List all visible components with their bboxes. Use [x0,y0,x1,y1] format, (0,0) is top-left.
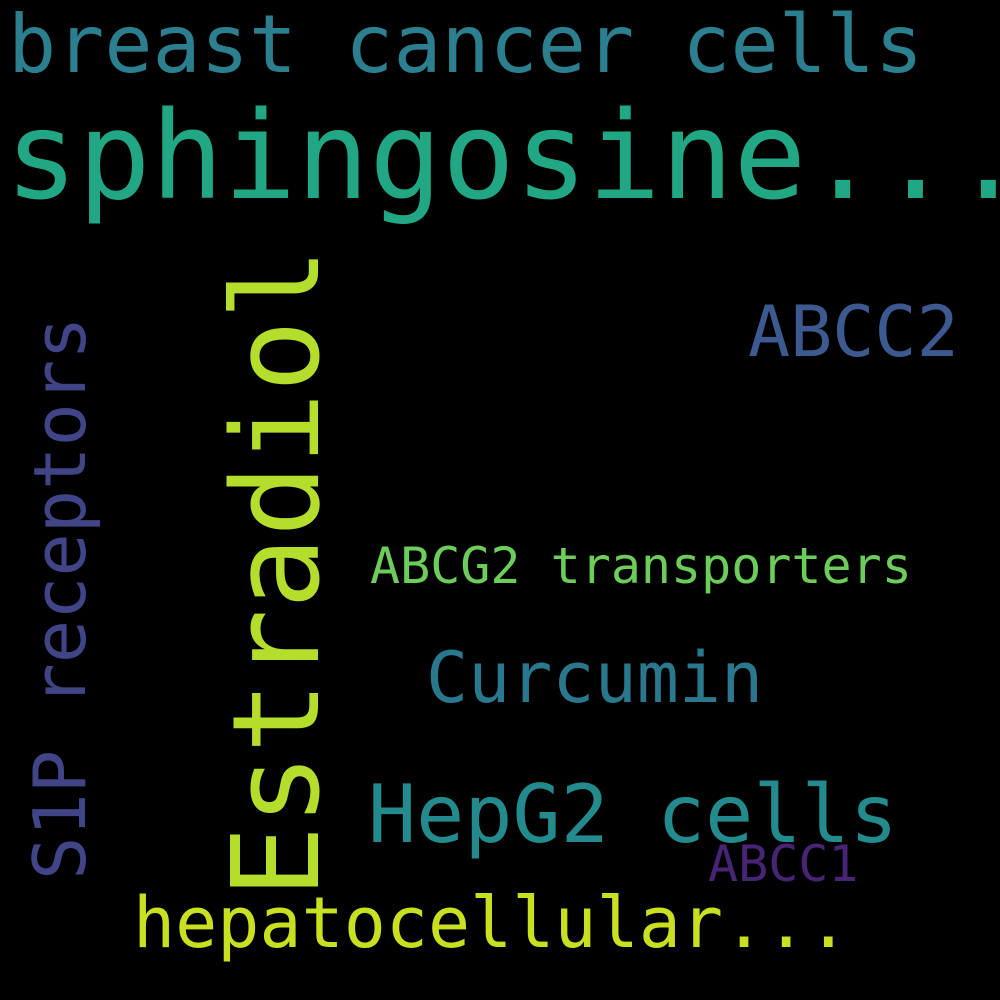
word-hepg2-cells: HepG2 cells [368,768,898,861]
word-hepatocellular: hepatocellular... [133,882,850,964]
word-estradiol: Estradiol [208,247,347,898]
word-s1p-receptors: S1P receptors [18,316,102,880]
word-abcc2: ABCC2 [748,291,959,373]
word-curcumin: Curcumin [426,637,764,719]
word-sphingosine: sphingosine... [5,86,1000,227]
word-abcg2-transporters: ABCG2 transporters [370,537,912,595]
word-abcc1: ABCC1 [708,835,859,893]
word-breast-cancer-cells: breast cancer cells [8,0,924,91]
